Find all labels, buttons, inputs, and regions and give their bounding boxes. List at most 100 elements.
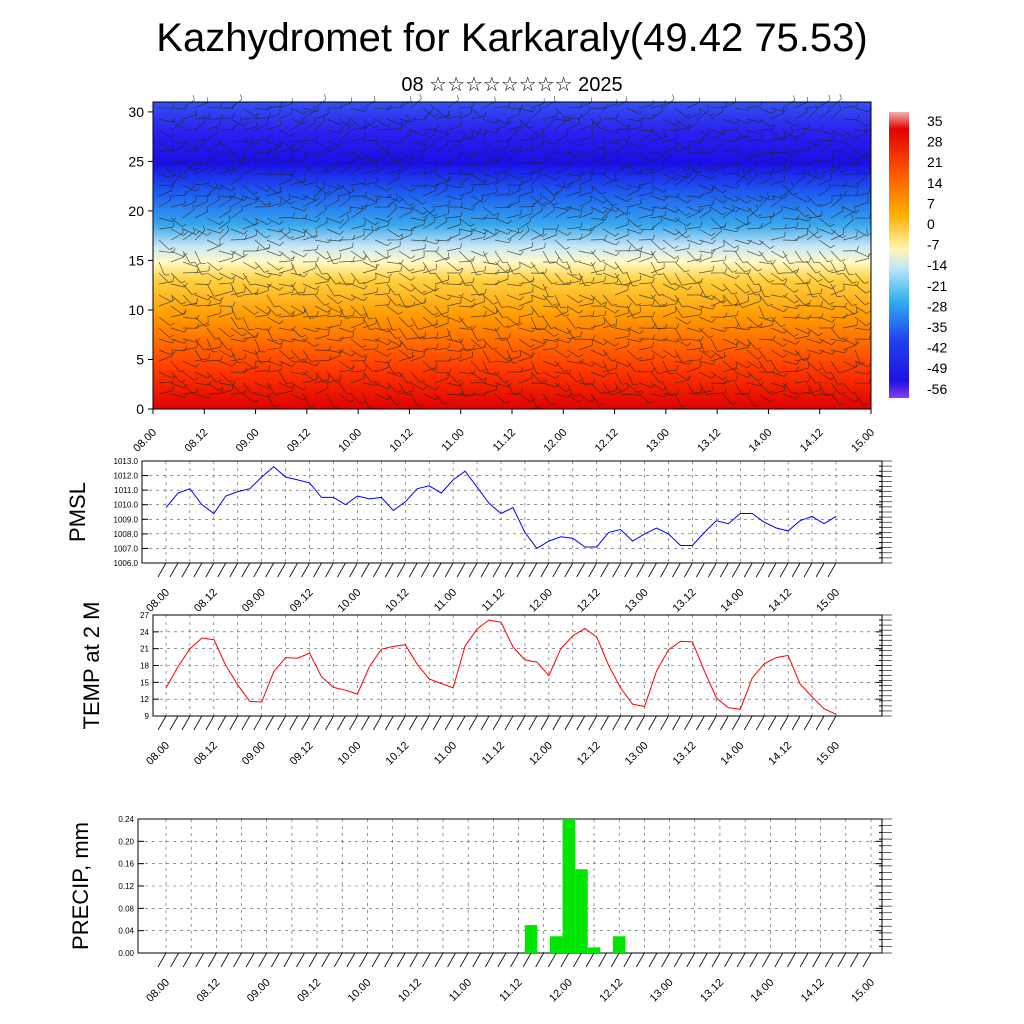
pmsl-x-hatch: [719, 562, 729, 578]
temp-x-tick-label: 09.00: [240, 740, 268, 768]
precip-x-tick-label: 09.00: [245, 977, 273, 1005]
temp-x-tick-label: 08.00: [144, 740, 172, 768]
pmsl-x-hatch: [301, 562, 310, 578]
temp-x-hatch: [205, 715, 215, 731]
precip-x-hatch: [837, 952, 847, 968]
colorbar: 35 28 21 14 7 0 -7 -14 -21 -28 -35 -42 -49 -56: [889, 112, 947, 398]
pmsl-x-hatch: [468, 562, 478, 578]
precip-x-hatch: [434, 952, 444, 968]
pmsl-y-tick-label: 1006.0: [114, 559, 139, 568]
heatmap-y-tick-label: 20: [128, 203, 144, 219]
temp-grid: [153, 615, 882, 716]
temp-x-hatch: [612, 715, 621, 731]
heatmap-x-tick-label: 09.12: [285, 427, 313, 455]
pmsl-frame: [141, 460, 883, 564]
precip-x-hatch: [522, 952, 532, 968]
temp-x-hatch: [600, 715, 610, 731]
pmsl-x-hatch: [779, 562, 789, 578]
pmsl-x-hatch: [384, 562, 394, 578]
pmsl-x-hatch: [731, 562, 741, 578]
colorbar-label: 0: [927, 216, 935, 232]
pmsl-y-tick-label: 1007.0: [114, 544, 139, 553]
precip-x-tick-label: 09.12: [295, 977, 323, 1005]
pmsl-x-hatch: [205, 562, 215, 578]
precip-bar: [612, 936, 626, 953]
pmsl-x-hatch: [660, 562, 669, 578]
temp-x-hatch: [217, 715, 227, 731]
precip-x-hatch: [824, 952, 834, 968]
temp-y-tick-label: 24: [140, 628, 149, 637]
heatmap-x-tick-label: 11.12: [491, 427, 518, 454]
colorbar-label: 14: [927, 175, 943, 191]
precip-x-hatch: [308, 952, 318, 968]
temp-x-tick-label: 10.12: [383, 740, 411, 768]
precip-x-hatch: [270, 952, 280, 968]
precip-x-tick-label: 13.12: [698, 977, 726, 1005]
precip-x-hatch: [346, 952, 356, 968]
pmsl-x-hatch: [241, 562, 251, 578]
pmsl-x-hatch: [516, 562, 526, 578]
pmsl-x-hatch: [803, 562, 813, 578]
temp-x-tick-label: 13.12: [671, 740, 699, 768]
precip-x-tick-label: 11.12: [497, 977, 524, 1004]
temp-x-hatch: [624, 715, 633, 731]
temp-x-hatch: [480, 715, 490, 731]
heatmap-y-tick-label: 30: [128, 104, 144, 120]
temp-x-hatch: [779, 715, 789, 731]
pmsl-y-tick-label: 1011.0: [114, 486, 138, 495]
temp-x-hatch: [672, 715, 681, 731]
pmsl-x-hatch: [349, 562, 358, 578]
heatmap-x-tick-label: 14.12: [798, 427, 826, 455]
heatmap-x-tick-label: 11.00: [439, 427, 466, 454]
colorbar-gradient: [889, 112, 909, 398]
temp-x-hatch: [516, 715, 526, 731]
precip-y-tick-label: 0.00: [118, 949, 134, 958]
pmsl-x-hatch: [696, 562, 705, 578]
precip-x-hatch: [673, 952, 683, 968]
temp-x-hatch: [540, 715, 550, 731]
precip-x-hatch: [535, 952, 545, 968]
temp-x-hatch: [169, 715, 179, 731]
temp-y-tick-label: 27: [140, 611, 149, 620]
precip-x-hatch: [598, 952, 607, 968]
heatmap-x-tick-label: 10.00: [336, 427, 364, 455]
precip-x-hatch: [711, 952, 721, 968]
pmsl-x-hatch: [684, 562, 693, 578]
pmsl-x-hatch: [827, 562, 837, 578]
pmsl-x-hatch: [373, 562, 382, 578]
pmsl-panel: 1006.0 1007.0 1008.0 1009.0 1010.0 1011.0 1012…: [65, 457, 892, 615]
heatmap-x-tick-label: 15.00: [849, 427, 877, 455]
precip-x-hatch: [610, 952, 620, 968]
temp-x-hatch: [492, 715, 502, 731]
precip-x-hatch: [850, 952, 859, 968]
pmsl-x-hatch: [564, 562, 574, 578]
temp-x-hatch: [193, 715, 203, 731]
colorbar-label: -49: [927, 360, 947, 376]
precip-y-tick-label: 0.24: [118, 815, 134, 824]
precip-x-hatch: [233, 952, 242, 968]
temp-y-tick-label: 21: [140, 645, 149, 654]
pmsl-x-tick-label: 12.12: [575, 587, 603, 615]
temp-x-hatch: [767, 715, 777, 731]
precip-x-hatch: [283, 952, 293, 968]
temp-x-hatch: [229, 715, 239, 731]
pmsl-y-axis-title: PMSL: [65, 482, 90, 542]
pmsl-x-tick-label: 12.00: [527, 587, 555, 615]
heatmap-x-tick-label: 10.12: [388, 427, 416, 455]
temp-y-tick-label: 9: [145, 712, 150, 721]
pmsl-x-hatch: [456, 562, 466, 578]
precip-grid: [138, 819, 882, 953]
precip-x-tick-label: 10.00: [346, 977, 374, 1005]
pmsl-x-tick-label: 11.00: [432, 587, 459, 614]
precip-x-hatch: [422, 952, 431, 968]
temp-x-hatch: [719, 715, 729, 731]
pmsl-x-hatch: [743, 562, 753, 578]
precip-bar: [575, 869, 588, 953]
pmsl-x-hatch: [480, 562, 490, 578]
precip-y-axis-title: PRECIP, mm: [68, 822, 93, 950]
precip-x-hatch: [245, 952, 255, 968]
precip-x-tick-label: 13.00: [648, 977, 676, 1005]
temp-x-hatch: [755, 715, 765, 731]
temp-x-tick-label: 11.12: [480, 740, 507, 767]
